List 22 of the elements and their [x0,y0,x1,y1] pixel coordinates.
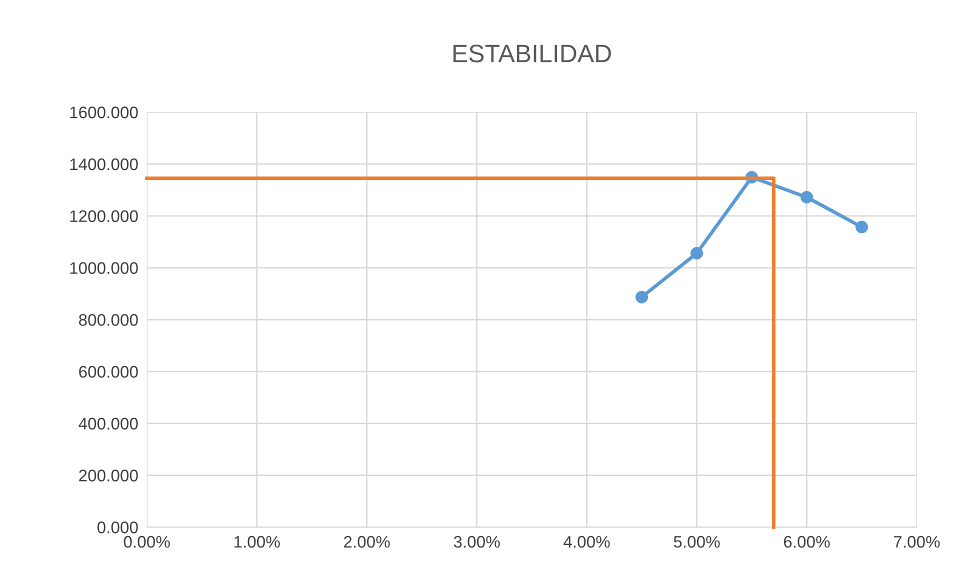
x-tick-label: 6.00% [784,536,830,548]
y-tick-label: 1000.000 [70,262,138,274]
point [800,190,813,204]
x-tick-label: 4.00% [564,536,610,548]
y-tick-label: 1200.000 [70,210,138,222]
point [855,220,868,234]
y-tick-label: 1600.000 [70,106,138,118]
y-tick-label: 0.000 [97,522,138,534]
x-tick-label: 3.00% [454,536,500,548]
y-tick-label: 200.000 [79,470,138,482]
y-tick-label: 400.000 [78,418,138,430]
point [690,246,704,260]
y-tick-label: 1400.000 [70,158,138,170]
x-tick-label: 0.00% [124,536,170,548]
y-tick-label: 600.000 [79,366,138,378]
point [636,290,648,304]
chart-title: ESTABILIDAD [453,44,611,62]
y-tick-label: 800.000 [78,314,138,326]
x-tick-label: 1.00% [234,536,280,548]
x-tick-label: 7.00% [894,536,940,548]
x-tick-label: 2.00% [344,536,390,548]
x-tick-label: 5.00% [674,536,720,548]
